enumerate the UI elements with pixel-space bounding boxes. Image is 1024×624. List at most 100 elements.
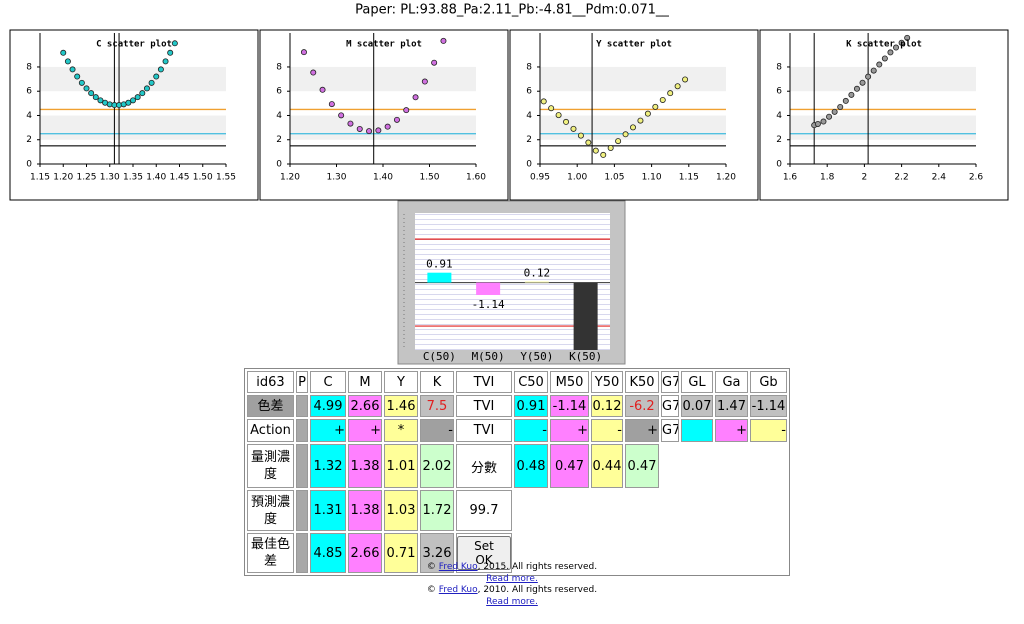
read-more-link[interactable]: Read more. <box>486 596 538 607</box>
x-tick-label: 1.20 <box>716 173 736 183</box>
cell: 1.31 <box>310 490 346 531</box>
point <box>431 59 438 66</box>
read-more-link[interactable]: Read more. <box>486 573 538 584</box>
point <box>585 139 592 146</box>
x-tick-label: 1.40 <box>373 173 393 183</box>
point <box>384 123 391 130</box>
point <box>157 66 164 73</box>
cell: 3.26 <box>420 533 454 573</box>
cell: 0.44 <box>591 444 623 488</box>
x-tick-label: 1.25 <box>76 173 96 183</box>
cell: 0.07 <box>681 395 713 417</box>
p-cell <box>296 395 308 417</box>
y-tick-label: 6 <box>526 87 532 97</box>
point <box>563 118 570 125</box>
column-header: Ga <box>715 371 748 393</box>
y-tick-label: 8 <box>526 62 532 72</box>
rights: , 2015. All rights reserved. <box>477 562 598 572</box>
point <box>153 73 160 80</box>
x-tick-label: 2.2 <box>894 173 908 183</box>
point <box>300 49 307 56</box>
point <box>403 107 410 114</box>
point <box>607 144 614 151</box>
more-line: Read more. <box>0 597 1024 609</box>
point <box>92 94 99 101</box>
column-header: M <box>348 371 382 393</box>
footer: © Fred Kuo, 2015. All rights reserved. Re… <box>0 562 1024 608</box>
cell: 2.02 <box>420 444 454 488</box>
column-header: M50 <box>550 371 589 393</box>
band <box>790 66 976 92</box>
header-row: id63 P C M Y K TVI C50 M50 Y50 K50 G7 GL Ga Gb <box>247 371 787 393</box>
y-tick-label: 0 <box>26 160 32 170</box>
point <box>393 116 400 123</box>
point <box>548 105 555 112</box>
point <box>837 103 844 110</box>
y-tick-label: 8 <box>26 62 32 72</box>
band <box>40 66 226 92</box>
point <box>310 69 317 76</box>
bar <box>524 281 549 283</box>
point <box>898 39 905 46</box>
point <box>125 99 132 106</box>
x-tick-label: 1.40 <box>146 173 166 183</box>
row-label: Action <box>247 419 294 442</box>
point <box>540 98 547 105</box>
column-header: Gb <box>750 371 787 393</box>
cell: G7 <box>661 395 679 417</box>
x-tick-label: 1.30 <box>100 173 120 183</box>
cell: 0.12 <box>591 395 623 417</box>
point <box>842 97 849 104</box>
point <box>421 78 428 85</box>
point <box>630 124 637 131</box>
cell: - <box>420 419 454 442</box>
bar <box>573 282 598 350</box>
cell: * <box>384 419 418 442</box>
cell: 7.5 <box>420 395 454 417</box>
x-tick-label: 1.20 <box>53 173 73 183</box>
x-tick-label: 1.50 <box>193 173 213 183</box>
point <box>375 127 382 134</box>
point <box>328 101 335 108</box>
x-tick-label: 1.00 <box>567 173 587 183</box>
cell: 0.47 <box>625 444 659 488</box>
set-ok-button[interactable]: Set OK <box>457 536 511 570</box>
author-link[interactable]: Fred Kuo <box>438 585 478 595</box>
point <box>570 125 577 132</box>
band <box>540 66 726 92</box>
cell: -1.14 <box>750 395 787 417</box>
footer-line: © Fred Kuo, 2015. All rights reserved. <box>0 562 1024 574</box>
cell: 分數 <box>456 444 512 488</box>
point <box>148 79 155 86</box>
panel <box>9 29 259 201</box>
cell: TVI <box>456 395 512 417</box>
point <box>814 120 821 127</box>
cell: - <box>750 419 787 442</box>
y-tick-label: 4 <box>26 111 32 121</box>
cell: 1.72 <box>420 490 454 531</box>
cell: + <box>348 419 382 442</box>
band <box>40 115 226 140</box>
value-label: -1.14 <box>472 298 505 311</box>
cell <box>681 419 713 442</box>
point <box>637 117 644 124</box>
point <box>644 110 651 117</box>
column-header: GL <box>681 371 713 393</box>
cell: G7 <box>661 419 679 442</box>
point <box>622 131 629 138</box>
x-tick-label: 2 <box>862 173 868 183</box>
y-tick-label: 6 <box>276 87 282 97</box>
x-tick-label: 1.30 <box>326 173 346 183</box>
column-header: Y50 <box>591 371 623 393</box>
column-header: K50 <box>625 371 659 393</box>
value-label: 0.12 <box>524 266 551 279</box>
category-label: Y(50) <box>520 350 553 363</box>
x-tick-label: 1.20 <box>280 173 300 183</box>
y-tick-label: 2 <box>526 135 532 145</box>
author-link[interactable]: Fred Kuo <box>438 562 478 572</box>
column-header: P <box>296 371 308 393</box>
point <box>167 49 174 56</box>
x-tick-label: 1.8 <box>820 173 835 183</box>
point <box>88 90 95 97</box>
